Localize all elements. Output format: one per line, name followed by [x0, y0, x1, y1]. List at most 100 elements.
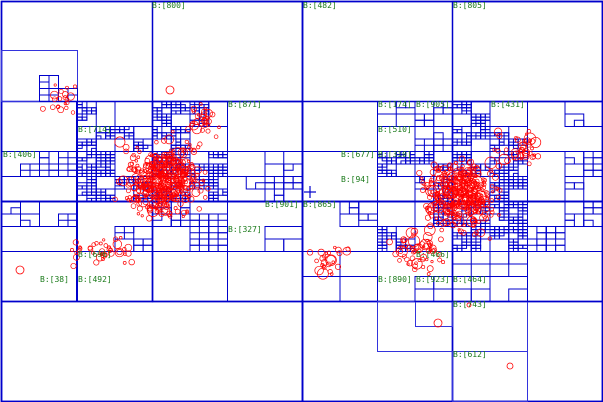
data-point — [448, 166, 453, 171]
node-border — [381, 244, 388, 249]
data-point — [142, 168, 147, 173]
node-border — [189, 244, 200, 252]
data-point — [468, 194, 472, 198]
data-point — [430, 260, 434, 264]
node-border — [452, 157, 458, 162]
data-point — [185, 209, 189, 213]
data-point — [191, 123, 203, 135]
node-border — [517, 207, 524, 212]
data-point — [119, 236, 123, 240]
node-border — [498, 216, 505, 221]
node-border — [498, 182, 505, 187]
bucket-label: B:[612] — [453, 350, 487, 359]
data-point — [443, 204, 448, 208]
data-point — [432, 191, 439, 199]
data-point — [91, 250, 96, 255]
data-point — [114, 248, 125, 258]
node-border — [386, 172, 393, 177]
data-point — [124, 243, 133, 252]
node-border — [10, 207, 21, 215]
node-border — [283, 176, 294, 184]
node-border — [128, 132, 135, 137]
data-point — [130, 203, 137, 209]
node-border — [166, 104, 172, 109]
node-border — [452, 351, 528, 402]
data-point — [169, 153, 177, 161]
data-point — [512, 156, 517, 161]
data-point — [417, 258, 422, 262]
node-border — [20, 169, 31, 177]
node-border — [358, 213, 369, 221]
data-point — [187, 145, 192, 150]
data-point — [181, 214, 185, 219]
node-border — [227, 251, 303, 302]
data-point — [98, 241, 103, 246]
data-point — [133, 193, 137, 198]
data-point — [196, 145, 201, 150]
data-point — [517, 152, 525, 160]
data-point — [463, 174, 472, 183]
data-point — [53, 83, 57, 87]
data-point — [441, 170, 448, 177]
node-border — [20, 219, 31, 227]
data-point — [333, 245, 337, 250]
data-point — [416, 169, 423, 177]
data-point — [529, 154, 536, 161]
data-point — [444, 182, 450, 187]
data-point — [167, 214, 173, 219]
data-point — [469, 182, 476, 189]
node-border — [105, 135, 111, 140]
data-point — [452, 202, 456, 207]
data-point — [430, 189, 435, 195]
data-point — [114, 136, 126, 148]
node-border — [381, 169, 388, 174]
data-point — [172, 192, 177, 197]
node-border — [484, 132, 491, 137]
node-border — [583, 163, 594, 171]
data-point — [170, 129, 175, 134]
data-point — [57, 106, 65, 114]
node-border — [283, 163, 294, 171]
data-point — [203, 195, 208, 200]
data-point — [136, 193, 140, 197]
node-border — [184, 107, 191, 112]
data-point — [461, 170, 468, 177]
data-point — [405, 227, 417, 239]
data-point — [475, 199, 482, 207]
node-border — [48, 163, 59, 171]
data-point — [129, 161, 135, 166]
data-point — [139, 183, 153, 196]
data-point — [129, 154, 137, 162]
node-border — [302, 101, 378, 152]
node-border — [391, 172, 397, 177]
node-border — [67, 88, 78, 96]
node-border — [114, 129, 121, 134]
node-border — [212, 176, 219, 181]
data-point — [489, 198, 495, 203]
data-point — [135, 163, 140, 168]
data-point — [138, 174, 145, 181]
data-point — [475, 210, 480, 215]
data-point — [176, 188, 182, 194]
data-point — [193, 166, 202, 175]
data-point — [458, 197, 466, 205]
data-point — [428, 250, 432, 254]
data-point — [326, 250, 332, 255]
data-point — [460, 229, 467, 236]
data-point — [129, 199, 133, 203]
data-point — [149, 153, 154, 158]
node-border — [489, 235, 496, 240]
node-border — [348, 201, 360, 209]
data-point — [205, 118, 212, 125]
data-point — [485, 196, 490, 201]
data-point — [190, 148, 198, 155]
data-point — [158, 180, 164, 187]
data-point — [453, 167, 460, 175]
node-border — [222, 191, 228, 196]
data-point — [422, 232, 433, 242]
bucket-label: B:[743] — [453, 300, 487, 309]
data-point — [320, 259, 328, 266]
data-point — [131, 166, 137, 173]
data-point — [431, 247, 437, 253]
